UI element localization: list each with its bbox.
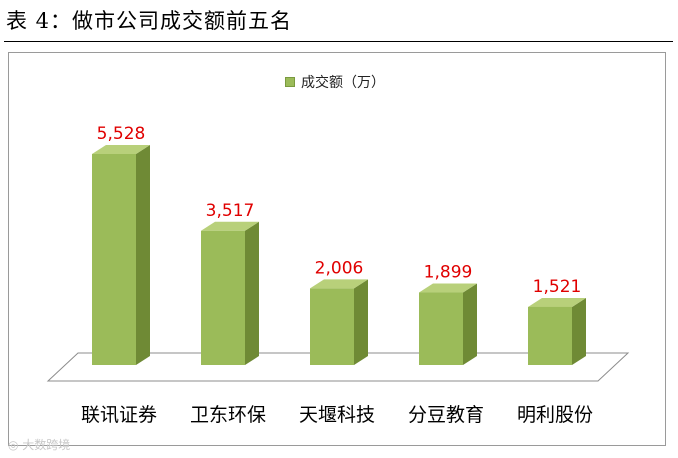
legend-label: 成交额（万） xyxy=(301,75,385,91)
watermark-text: 大数跨境 xyxy=(22,438,71,452)
data-label-2: 2,006 xyxy=(315,258,364,278)
category-label-1: 卫东环保 xyxy=(190,404,266,426)
page-title: 表 4：做市公司成交额前五名 xyxy=(6,9,293,33)
bar-4 xyxy=(528,306,572,365)
bar-side-1 xyxy=(245,221,259,365)
category-label-0: 联讯证券 xyxy=(81,404,157,426)
bar-top-1 xyxy=(201,221,259,231)
weibo-icon: ◎ xyxy=(8,438,23,452)
bar-2 xyxy=(310,288,354,365)
bar-side-4 xyxy=(572,297,586,365)
bar-side-2 xyxy=(354,279,368,365)
category-label-3: 分豆教育 xyxy=(408,404,484,426)
bar-top-4 xyxy=(528,297,586,307)
data-label-1: 3,517 xyxy=(206,201,255,221)
data-label-4: 1,521 xyxy=(533,277,582,297)
category-label-4: 明利股份 xyxy=(517,404,593,426)
data-label-3: 1,899 xyxy=(424,263,473,283)
legend-swatch xyxy=(285,77,295,87)
title-divider xyxy=(4,41,673,42)
bar-0 xyxy=(92,153,136,365)
bar-side-3 xyxy=(463,283,477,365)
bar-3 xyxy=(419,292,463,365)
data-label-0: 5,528 xyxy=(97,124,146,144)
bar-top-3 xyxy=(419,283,477,293)
chart-floor xyxy=(46,352,630,382)
bar-side-0 xyxy=(136,144,150,365)
bar-top-0 xyxy=(92,144,150,154)
category-label-2: 天堰科技 xyxy=(299,404,375,426)
chart-legend: 成交额（万） xyxy=(285,72,385,92)
bar-top-2 xyxy=(310,279,368,289)
bar-1 xyxy=(201,230,245,365)
watermark: ◎ 大数跨境 xyxy=(8,436,70,453)
